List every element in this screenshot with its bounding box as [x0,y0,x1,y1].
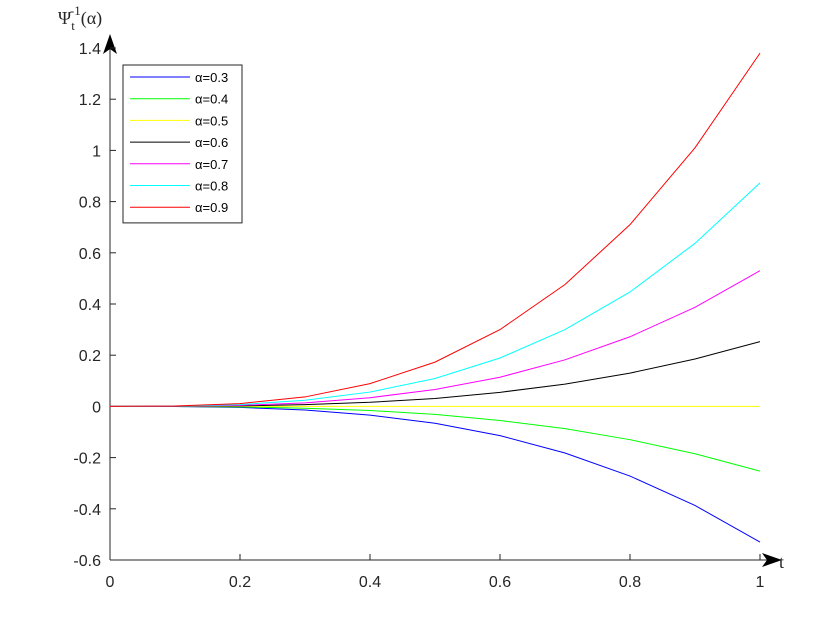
y-label-base: Ψ [58,8,72,28]
series-line-1 [109,405,761,543]
x-tick-label: 0.6 [489,574,511,591]
x-tick-label: 0.4 [359,574,381,591]
y-tick-label: 1 [92,143,101,160]
series-line-7 [109,52,761,407]
x-axis-label: t [779,552,784,572]
axes [103,34,782,567]
x-tick-label: 0.2 [229,574,251,591]
y-label-superscript: -1 [70,3,81,18]
y-tick-label: 0.4 [79,297,101,314]
series-line-6 [109,182,761,407]
y-axis-arrowhead [103,34,117,54]
legend-label: α=0.8 [195,179,228,194]
y-tick-label: -0.6 [73,553,101,570]
legend-label: α=0.6 [195,135,228,150]
ticks: 0 0.2 0.4 0.6 0.8 1 -0.6 -0.4 -0.2 0 0.2 0.4 0.6 0.8 1… [73,41,764,591]
y-tick-label: 1.4 [79,41,101,58]
legend-label: α=0.3 [195,70,228,85]
legend-label: α=0.7 [195,157,228,172]
series-line-5 [109,270,761,407]
y-tick-label: 0.6 [79,246,101,263]
legend-label: α=0.4 [195,92,228,107]
y-label-argument: (α) [81,8,102,29]
y-label-subscript: t [71,18,75,33]
y-tick-label: -0.4 [73,502,101,519]
legend-box [122,64,243,224]
x-tick-label: 0 [106,574,115,591]
y-tick-label: 1.2 [79,92,101,109]
legend: α=0.3 α=0.4 α=0.5 α=0.6 α=0.7 α=0.8 α=0.9 [122,64,243,224]
legend-label: α=0.9 [195,200,228,215]
x-axis-arrowhead [762,553,782,567]
y-tick-label: -0.2 [73,451,101,468]
series-line-4 [109,341,761,407]
series-line-2 [109,405,761,472]
x-tick-label: 0.8 [619,574,641,591]
y-tick-label: 0.2 [79,348,101,365]
y-tick-label: 0 [92,399,101,416]
y-axis-label: Ψt-1(α) [58,3,102,33]
x-tick-label: 1 [756,574,765,591]
y-tick-label: 0.8 [79,195,101,212]
series-lines [109,52,761,543]
legend-label: α=0.5 [195,113,228,128]
